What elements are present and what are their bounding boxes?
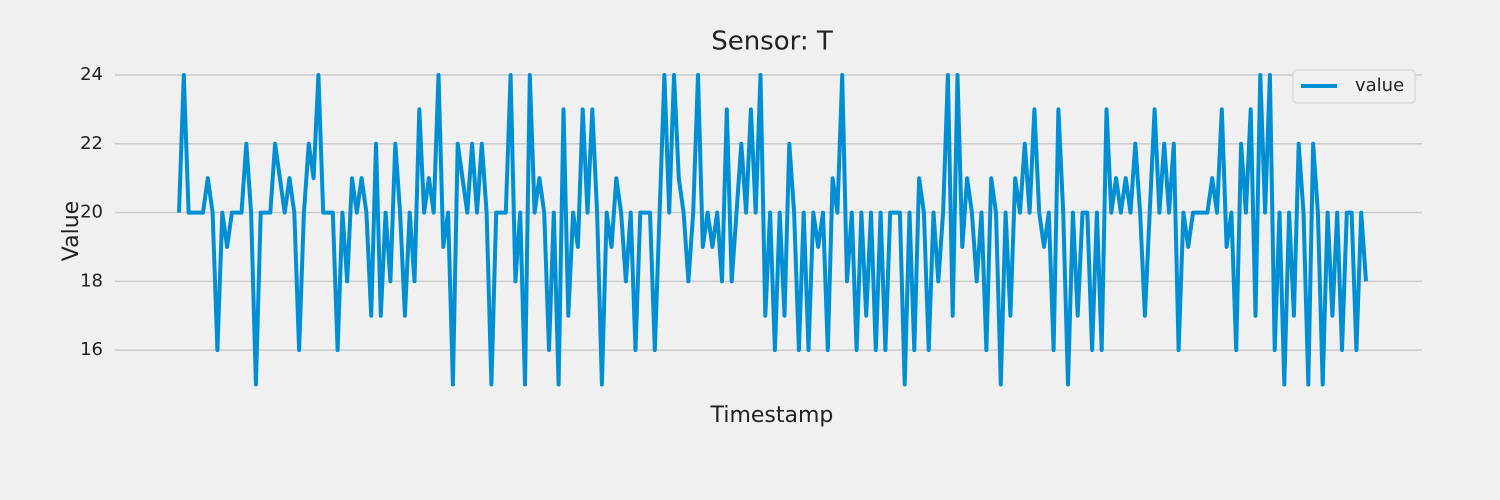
y-axis-label: Value	[59, 201, 84, 261]
y-tick-label: 20	[80, 202, 103, 223]
x-axis-label: Timestamp	[710, 403, 834, 428]
data-line	[177, 73, 1368, 387]
chart-title: Sensor: T	[711, 27, 833, 57]
y-tick-label: 24	[80, 64, 103, 85]
legend-box	[1292, 69, 1416, 104]
y-tick-label: 16	[80, 339, 103, 360]
y-tick-label: 18	[80, 270, 103, 291]
y-tick-label: 22	[80, 133, 103, 154]
legend-label: value	[1355, 75, 1404, 96]
